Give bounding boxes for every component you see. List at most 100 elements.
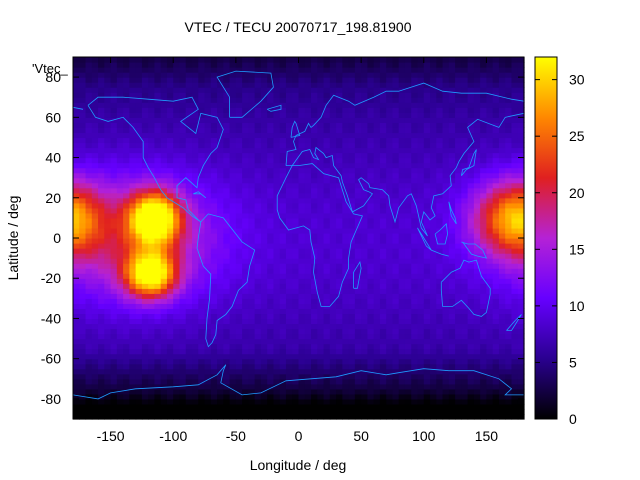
- heatmap-cell: [160, 102, 168, 108]
- heatmap-cell: [411, 217, 419, 224]
- heatmap-cell: [260, 62, 268, 68]
- heatmap-cell: [129, 222, 137, 229]
- heatmap-cell: [498, 248, 506, 254]
- heatmap-cell: [223, 343, 231, 350]
- heatmap-cell: [273, 87, 281, 93]
- heatmap-cell: [210, 363, 218, 370]
- heatmap-cell: [273, 313, 281, 320]
- heatmap-cell: [217, 77, 224, 83]
- heatmap-cell: [354, 202, 362, 209]
- heatmap-cell: [392, 373, 400, 380]
- heatmap-cell: [192, 142, 199, 149]
- heatmap-cell: [373, 207, 381, 214]
- heatmap-cell: [336, 283, 343, 289]
- heatmap-cell: [473, 298, 481, 304]
- heatmap-cell: [298, 112, 306, 118]
- heatmap-cell: [135, 373, 143, 380]
- heatmap-cell: [91, 122, 99, 128]
- heatmap-cell: [85, 403, 93, 410]
- heatmap-cell: [104, 147, 112, 154]
- heatmap-cell: [173, 308, 181, 315]
- heatmap-cell: [110, 232, 118, 239]
- heatmap-cell: [73, 62, 80, 68]
- heatmap-cell: [235, 353, 243, 360]
- heatmap-cell: [354, 308, 362, 315]
- heatmap-cell: [267, 338, 275, 345]
- heatmap-cell: [141, 308, 149, 315]
- heatmap-cell: [285, 288, 293, 294]
- heatmap-cell: [192, 107, 199, 113]
- heatmap-cell: [73, 217, 80, 224]
- heatmap-cell: [129, 72, 137, 78]
- heatmap-cell: [85, 157, 93, 164]
- heatmap-cell: [448, 263, 456, 269]
- heatmap-cell: [498, 338, 506, 345]
- heatmap-cell: [473, 132, 481, 139]
- heatmap-cell: [260, 97, 268, 103]
- heatmap-cell: [210, 288, 218, 294]
- heatmap-cell: [179, 373, 187, 380]
- heatmap-cell: [386, 338, 394, 345]
- heatmap-cell: [448, 82, 456, 88]
- heatmap-cell: [154, 318, 162, 325]
- heatmap-cell: [267, 122, 275, 128]
- heatmap-cell: [154, 398, 162, 405]
- heatmap-cell: [436, 393, 444, 400]
- heatmap-cell: [467, 273, 475, 279]
- heatmap-cell: [123, 177, 130, 184]
- heatmap-cell: [467, 383, 475, 390]
- heatmap-cell: [417, 132, 425, 139]
- heatmap-cell: [404, 283, 412, 289]
- heatmap-cell: [498, 92, 506, 98]
- heatmap-cell: [223, 62, 231, 68]
- heatmap-cell: [455, 92, 462, 98]
- heatmap-cell: [461, 238, 469, 244]
- heatmap-cell: [260, 338, 268, 345]
- heatmap-cell: [467, 172, 475, 179]
- heatmap-cell: [379, 182, 387, 189]
- heatmap-cell: [480, 192, 488, 199]
- heatmap-cell: [260, 373, 268, 380]
- heatmap-cell: [473, 147, 481, 154]
- heatmap-cell: [192, 303, 199, 309]
- heatmap-cell: [110, 348, 118, 355]
- heatmap-cell: [448, 348, 456, 355]
- heatmap-cell: [361, 343, 368, 350]
- heatmap-cell: [141, 127, 149, 134]
- heatmap-cell: [242, 268, 249, 274]
- heatmap-cell: [311, 323, 318, 330]
- heatmap-cell: [91, 288, 99, 294]
- heatmap-cell: [166, 388, 174, 395]
- heatmap-cell: [311, 348, 318, 355]
- heatmap-cell: [367, 227, 375, 234]
- heatmap-cell: [198, 363, 206, 370]
- heatmap-cell: [392, 217, 400, 224]
- heatmap-cell: [254, 102, 262, 108]
- heatmap-cell: [455, 238, 462, 244]
- heatmap-cell: [229, 318, 237, 325]
- heatmap-cell: [448, 318, 456, 325]
- heatmap-cell: [223, 408, 231, 415]
- heatmap-cell: [110, 238, 118, 244]
- heatmap-cell: [260, 167, 268, 174]
- heatmap-cell: [116, 167, 124, 174]
- heatmap-cell: [361, 288, 368, 294]
- heatmap-cell: [79, 333, 87, 340]
- heatmap-cell: [148, 313, 156, 320]
- heatmap-cell: [217, 408, 224, 415]
- heatmap-cell: [285, 82, 293, 88]
- heatmap-cell: [398, 162, 406, 169]
- heatmap-cell: [204, 353, 212, 360]
- heatmap-cell: [210, 192, 218, 199]
- heatmap-cell: [386, 288, 394, 294]
- heatmap-cell: [298, 338, 306, 345]
- heatmap-cell: [285, 202, 293, 209]
- heatmap-cell: [229, 373, 237, 380]
- heatmap-cell: [373, 358, 381, 365]
- heatmap-cell: [110, 222, 118, 229]
- heatmap-cell: [379, 177, 387, 184]
- heatmap-cell: [398, 363, 406, 370]
- heatmap-cell: [379, 328, 387, 335]
- heatmap-cell: [411, 97, 419, 103]
- heatmap-cell: [235, 132, 243, 139]
